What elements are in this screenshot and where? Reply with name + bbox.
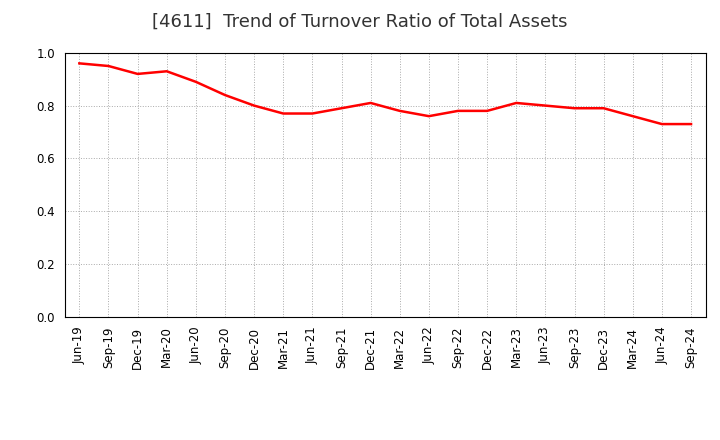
Text: [4611]  Trend of Turnover Ratio of Total Assets: [4611] Trend of Turnover Ratio of Total … (152, 13, 568, 31)
